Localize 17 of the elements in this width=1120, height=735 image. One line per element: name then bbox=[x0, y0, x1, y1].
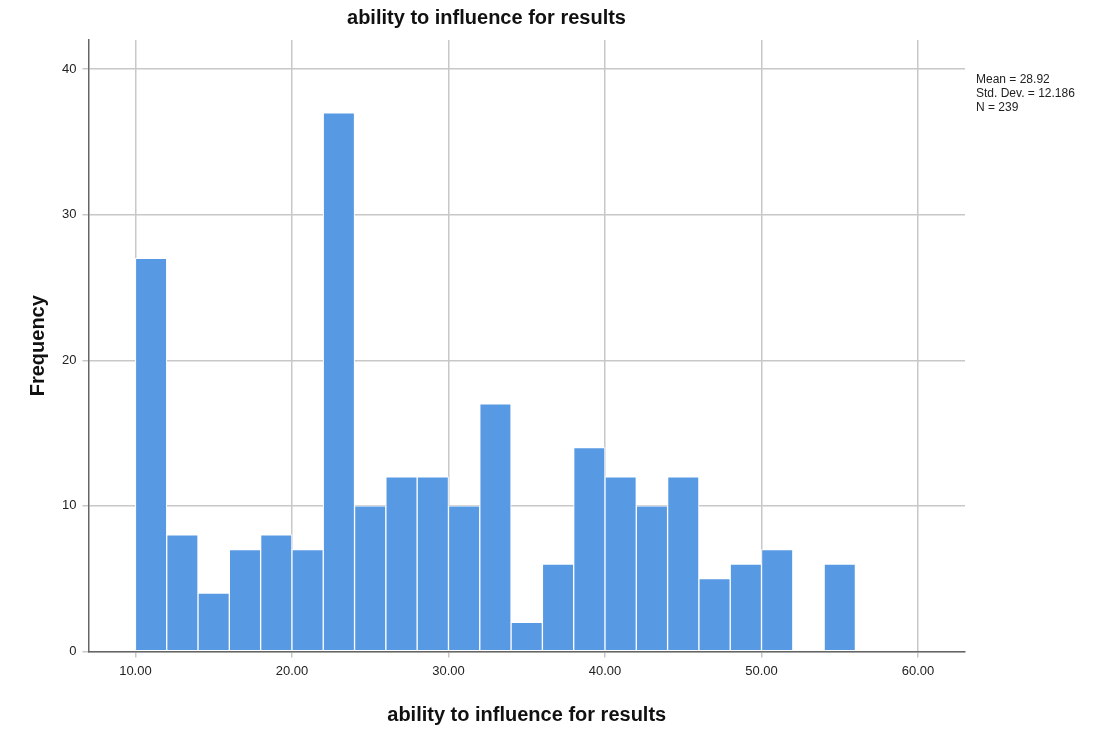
y-tick-label: 30 bbox=[61, 206, 77, 222]
y-tick-label: 0 bbox=[69, 642, 77, 658]
x-tick-label: 40.00 bbox=[588, 662, 622, 678]
x-tick-label: 20.00 bbox=[275, 662, 309, 678]
chart-title: ability to influence for results bbox=[347, 5, 626, 28]
x-axis-title: ability to influence for results bbox=[387, 702, 667, 725]
x-tick-label: 10.00 bbox=[119, 662, 152, 678]
x-tick-label: 60.00 bbox=[901, 662, 935, 678]
y-axis-title: Frequency bbox=[25, 294, 48, 397]
x-tick-label: 30.00 bbox=[432, 662, 465, 678]
y-tick-label: 10 bbox=[61, 497, 77, 513]
y-tick-label: 20 bbox=[61, 351, 77, 367]
text: N = 239 bbox=[976, 100, 1020, 114]
text: Std. Dev. = 12.186 bbox=[976, 86, 1075, 100]
y-tick-label: 40 bbox=[61, 60, 77, 76]
x-tick-label: 50.00 bbox=[745, 662, 778, 678]
text: Mean = 28.92 bbox=[976, 72, 1051, 86]
